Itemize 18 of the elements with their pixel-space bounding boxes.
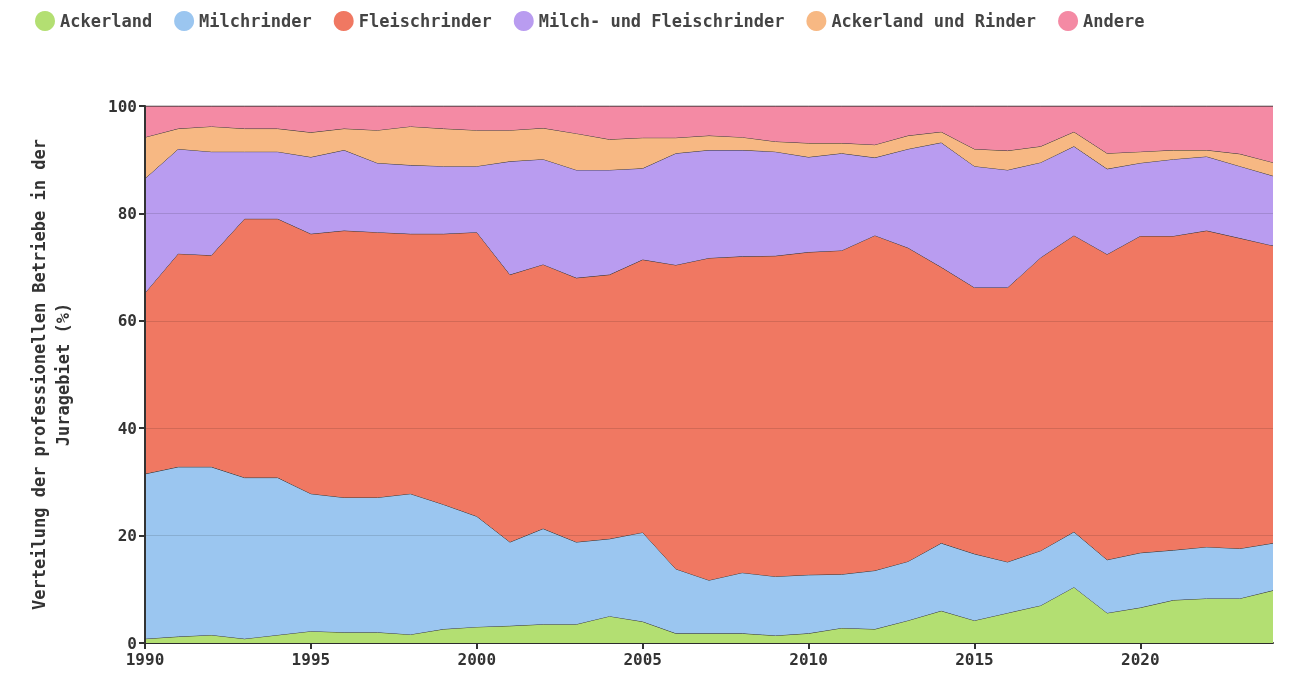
x-tick-label: 1995 xyxy=(291,649,331,669)
y-tick-label: 80 xyxy=(117,203,137,223)
x-tick-label: 2000 xyxy=(457,649,497,669)
legend-label: Milch- und Fleischrinder xyxy=(538,11,785,31)
legend-label: Andere xyxy=(1083,11,1145,31)
y-tick-label: 40 xyxy=(117,418,137,438)
x-tick-label: 2005 xyxy=(623,649,662,669)
y-axis-title: Verteilung der professionellen Betriebe in der Juragebiet (%) xyxy=(29,139,73,610)
x-tick-label: 2015 xyxy=(955,649,994,669)
x-tick-label: 2020 xyxy=(1121,649,1160,669)
legend-label: Milchrinder xyxy=(199,11,312,31)
y-tick-label: 20 xyxy=(117,526,137,546)
y-tick-label: 60 xyxy=(117,311,137,331)
y-tick-label: 100 xyxy=(108,96,137,116)
legend-label: Ackerland und Rinder xyxy=(831,11,1037,31)
x-tick-label: 2010 xyxy=(789,649,828,669)
legend-label: Ackerland xyxy=(60,11,153,31)
legend-label: Fleischrinder xyxy=(358,11,492,31)
